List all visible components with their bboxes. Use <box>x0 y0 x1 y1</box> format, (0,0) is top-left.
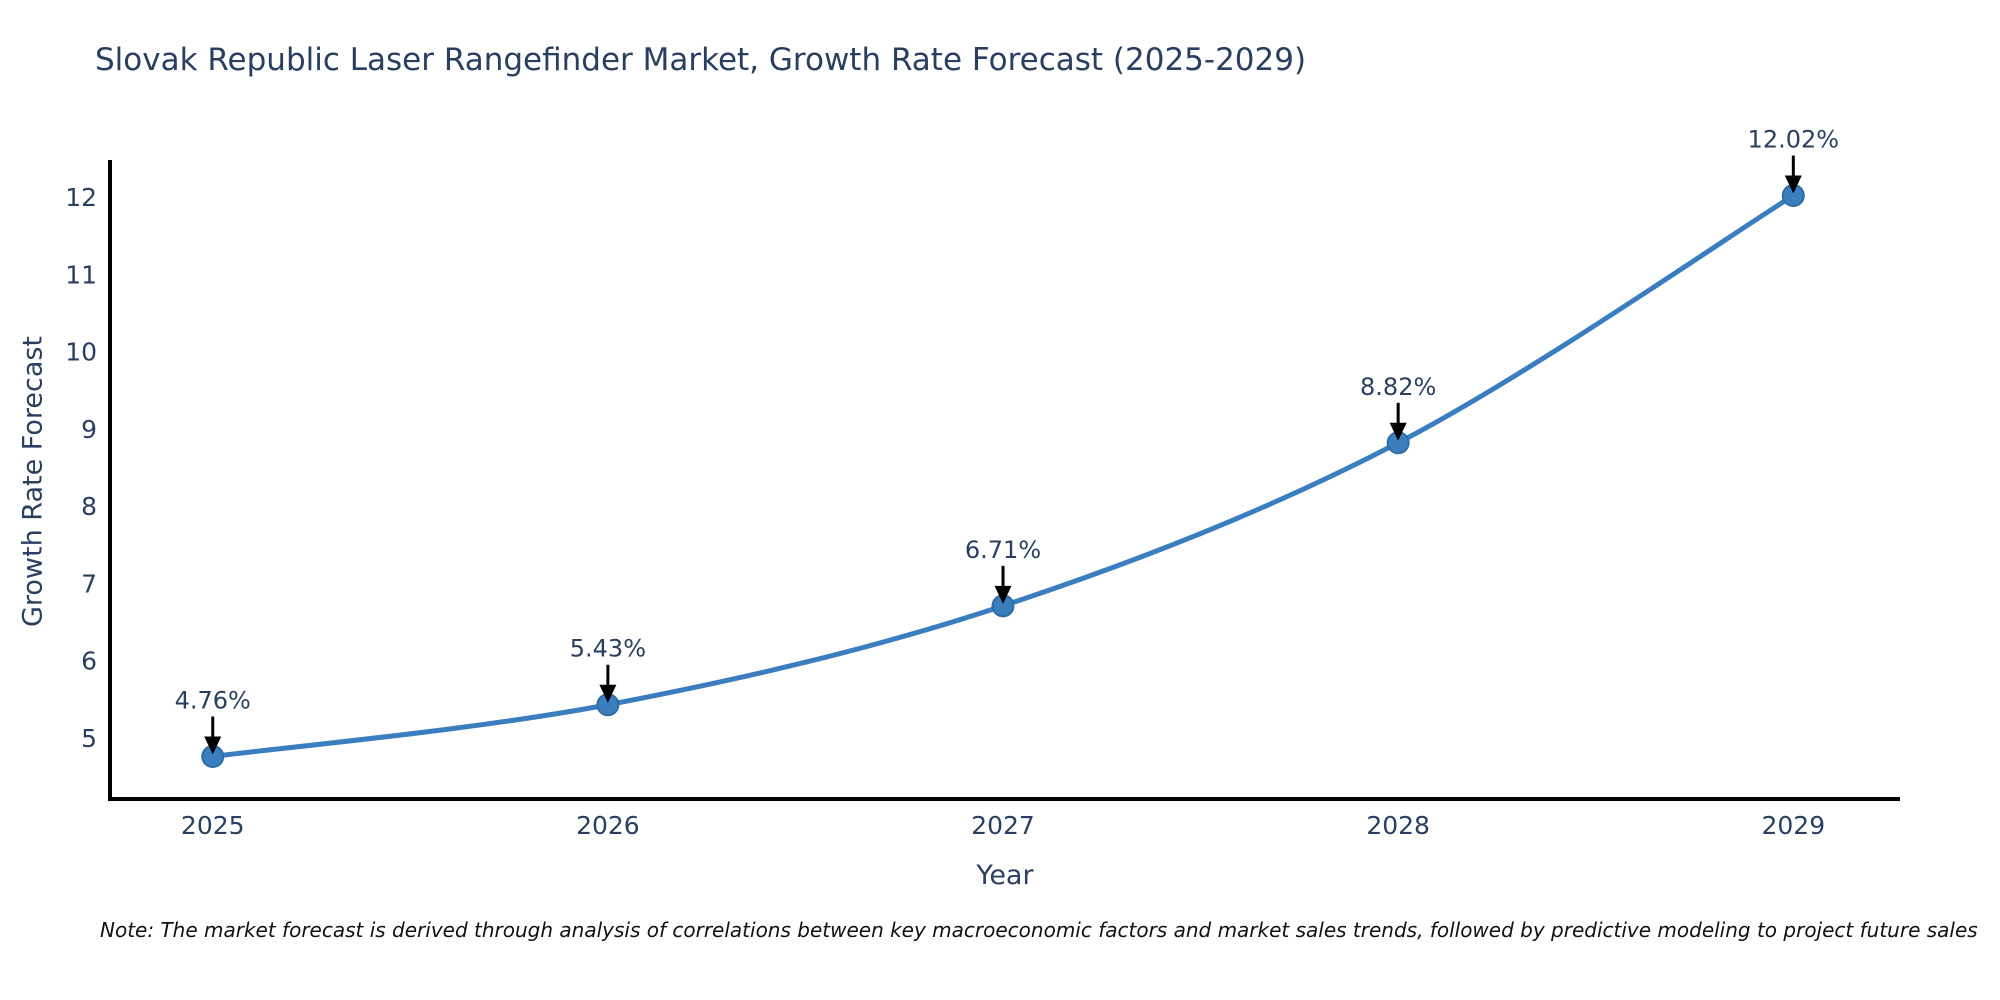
x-axis-title: Year <box>976 860 1034 891</box>
annotation-arrowhead <box>1389 422 1407 441</box>
annotation-label: 4.76% <box>175 687 251 715</box>
y-tick-label: 5 <box>81 724 97 753</box>
annotation-arrowhead <box>994 585 1012 604</box>
y-tick-label: 11 <box>65 260 97 289</box>
annotation-label: 8.82% <box>1360 373 1436 401</box>
x-tick-label: 2029 <box>1761 811 1825 840</box>
y-tick-label: 8 <box>81 492 97 521</box>
y-tick-label: 6 <box>81 647 97 676</box>
y-tick-label: 9 <box>81 415 97 444</box>
y-tick-label: 7 <box>81 569 97 598</box>
annotation-arrowhead <box>599 684 617 703</box>
y-axis-title: Growth Rate Forecast <box>17 335 49 628</box>
chart-footnote: Note: The market forecast is derived thr… <box>100 918 1978 942</box>
trend-line <box>210 193 1796 760</box>
x-tick-label: 2028 <box>1366 811 1430 840</box>
y-tick-label: 12 <box>65 183 97 212</box>
x-tick-label: 2026 <box>576 811 640 840</box>
annotation-label: 5.43% <box>570 635 646 663</box>
y-tick-label: 10 <box>65 338 97 367</box>
chart-title: Slovak Republic Laser Rangefinder Market… <box>95 42 1307 78</box>
x-tick-label: 2027 <box>971 811 1035 840</box>
annotation-arrowhead <box>204 736 222 755</box>
annotation-label: 12.02% <box>1748 126 1840 154</box>
annotation-label: 6.71% <box>965 536 1041 564</box>
x-tick-label: 2025 <box>181 811 245 840</box>
annotation-arrowhead <box>1784 175 1802 194</box>
